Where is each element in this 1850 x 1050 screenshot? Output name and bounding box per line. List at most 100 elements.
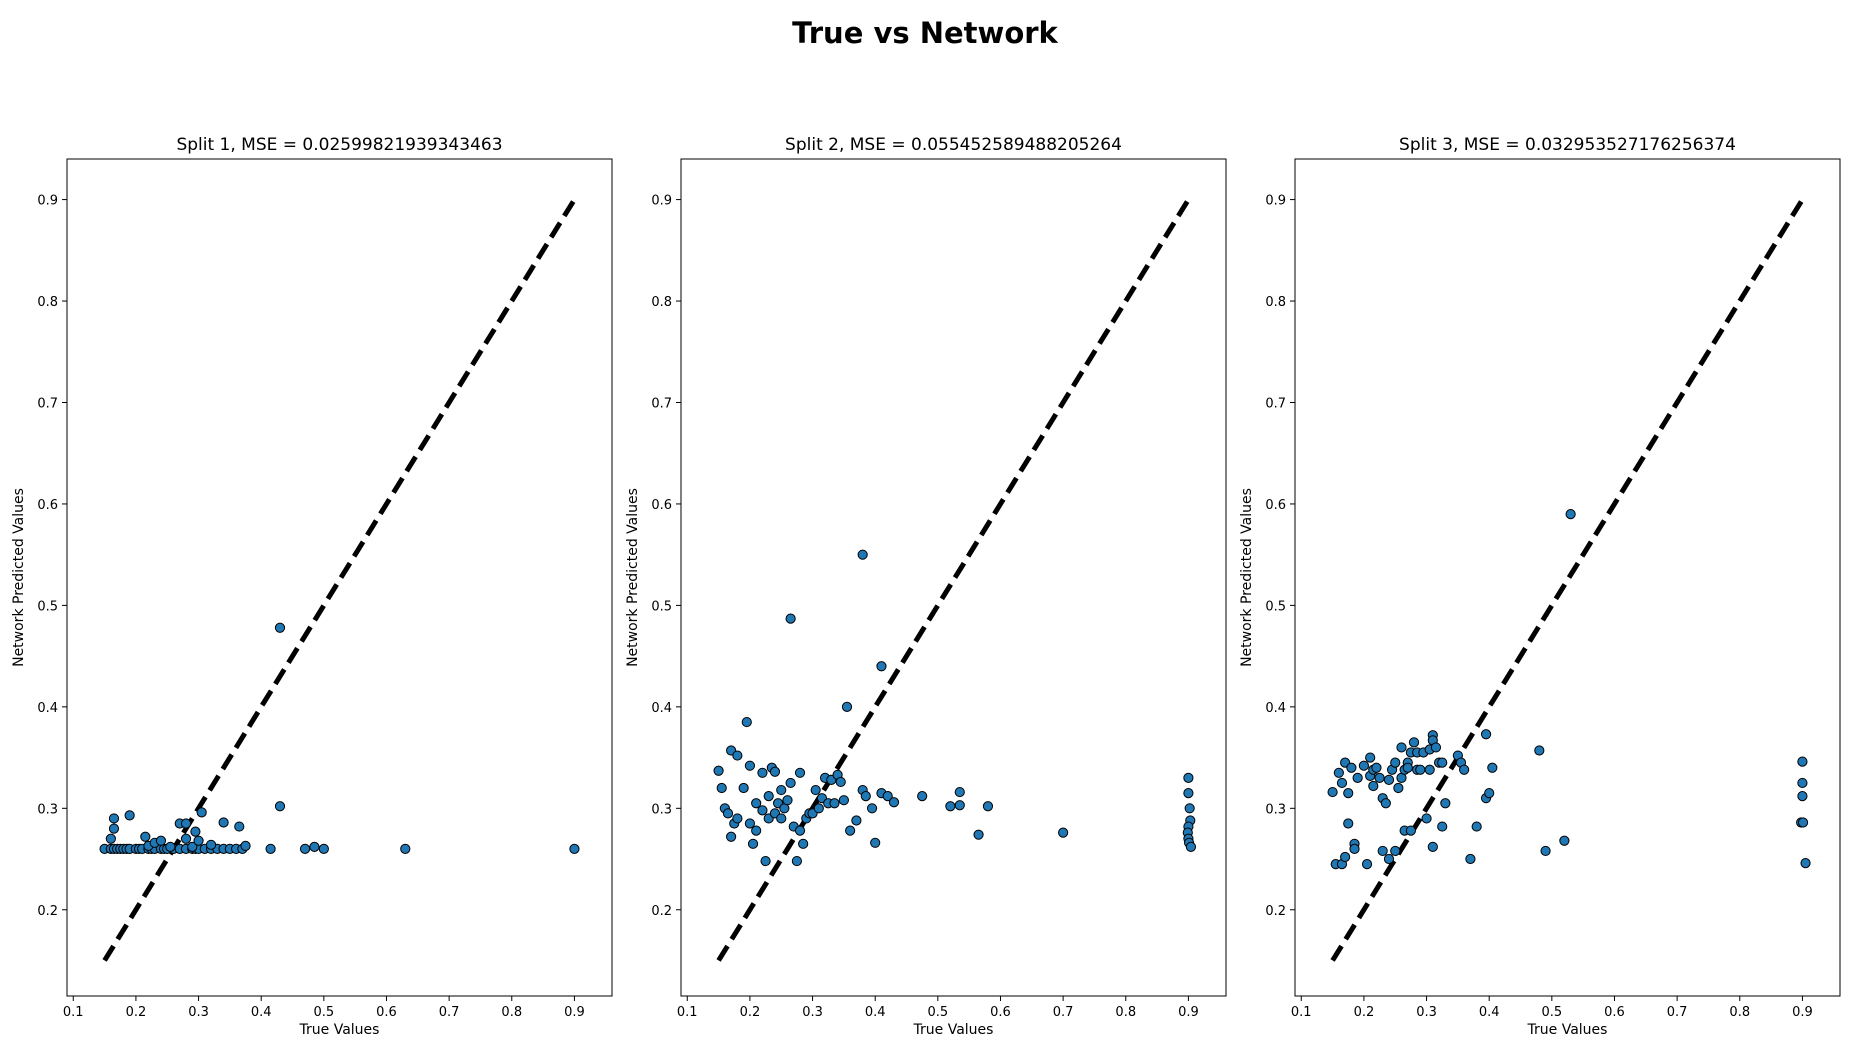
y-tick-label: 0.6 [651,498,672,513]
y-tick-label: 0.6 [1265,498,1286,513]
data-point [140,831,151,842]
data-point [726,831,737,842]
plot-area [1295,159,1840,996]
data-point [196,807,207,818]
x-tick-label: 0.9 [564,1005,585,1020]
data-point [982,801,994,812]
data-point [1368,780,1379,792]
data-point [1559,835,1570,846]
data-point [1183,787,1194,799]
data-point [1383,853,1395,865]
data-point [1534,745,1545,756]
data-point [1484,787,1495,799]
x-tick-label: 0.7 [439,1005,460,1020]
data-point [769,766,781,777]
data-point [124,810,135,821]
x-tick-label: 0.2 [740,1005,761,1020]
data-point [845,825,856,836]
x-tick-label: 0.3 [802,1005,823,1020]
data-point [810,784,821,796]
data-point [751,825,762,836]
data-point [1371,762,1382,773]
x-tick-label: 0.6 [990,1005,1011,1020]
data-point [1440,798,1451,809]
plot-frame [680,158,1227,997]
data-point [190,826,201,837]
y-tick-label: 0.8 [1265,295,1286,310]
data-point [722,808,734,819]
y-axis-label: Network Predicted Values [1239,488,1255,667]
data-point [732,750,743,761]
data-point [1058,827,1069,838]
data-point [187,841,198,852]
data-point [841,701,853,712]
data-point [757,767,768,778]
y-tick-label: 0.8 [651,295,672,310]
x-tick-label: 0.1 [1291,1005,1312,1020]
data-point [757,805,768,816]
data-point [1459,764,1470,775]
y-tick-label: 0.7 [1265,396,1286,411]
data-point [876,661,887,672]
x-tick-label: 0.5 [1541,1005,1562,1020]
data-point [1471,821,1482,832]
x-tick-label: 0.9 [1178,1005,1199,1020]
data-point [1374,772,1385,783]
y-tick-label: 0.9 [37,194,58,209]
data-point [400,843,411,854]
data-point [205,839,217,850]
y-tick-label: 0.7 [651,396,672,411]
data-point [240,840,251,851]
x-tick-label: 0.4 [251,1005,272,1020]
data-point [155,835,167,846]
data-point [1437,821,1448,832]
data-point [1358,760,1370,771]
y-tick-label: 0.5 [1265,599,1286,614]
data-point [1540,845,1551,857]
y-tick-label: 0.5 [651,599,672,614]
plot-area [681,159,1226,996]
data-point [1424,764,1435,775]
x-axis-label: True Values [913,1022,994,1038]
data-point [1340,851,1351,863]
data-point [763,791,774,802]
y-tick-label: 0.9 [651,194,672,209]
data-point [851,815,862,826]
data-point [1333,767,1344,778]
data-point [798,838,809,849]
data-point [1390,845,1401,857]
data-point [857,549,868,560]
x-tick-label: 0.8 [1115,1005,1136,1020]
data-point [973,829,984,840]
x-tick-label: 0.8 [501,1005,522,1020]
data-point [1415,764,1426,775]
data-point [751,798,762,809]
data-point [1183,772,1194,783]
x-tick-label: 0.8 [1729,1005,1750,1020]
y-tick-label: 0.3 [37,802,58,817]
data-point [1427,841,1438,852]
y-tick-label: 0.4 [651,701,672,716]
data-point [785,777,796,789]
data-point [234,821,245,832]
y-tick-label: 0.8 [37,295,58,310]
x-tick-label: 0.6 [1604,1005,1625,1020]
data-point [318,843,329,854]
data-point [776,784,787,796]
data-point [1185,841,1197,852]
data-point [299,843,311,854]
data-point [108,823,120,834]
y-tick-label: 0.6 [37,498,58,513]
x-axis-label: True Values [1527,1022,1608,1038]
subplot-title: Split 2, MSE = 0.055452589488205264 [785,135,1122,155]
plot-frame [1294,158,1841,997]
x-tick-label: 0.5 [927,1005,948,1020]
data-point [776,813,787,824]
subplot-panels: Split 1, MSE = 0.02599821939343463 0.1 0.2… [11,135,1841,1038]
y-tick-label: 0.7 [37,396,58,411]
subplot-1: Split 1, MSE = 0.02599821939343463 0.1 0.2… [11,135,613,1038]
data-point [1377,845,1388,857]
data-point [866,803,878,814]
y-tick-label: 0.2 [37,904,58,919]
data-point [1565,508,1576,520]
